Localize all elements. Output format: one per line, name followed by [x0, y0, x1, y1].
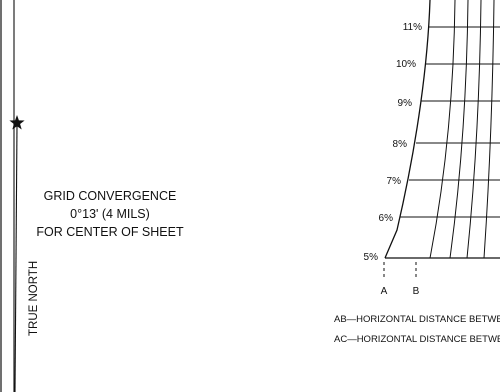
point-a-label: A	[381, 286, 388, 297]
grid-convergence-value: 0°13' (4 MILS)	[70, 207, 150, 221]
slope-guide-column	[429, 0, 456, 259]
grid-north-line	[14, 124, 18, 392]
slope-guide-column	[449, 0, 469, 259]
slope-label-6: 6%	[379, 213, 394, 224]
slope-label-5: 5%	[364, 252, 379, 263]
slope-label-8: 8%	[393, 139, 408, 150]
grid-convergence-note: FOR CENTER OF SHEET	[36, 225, 184, 239]
slope-label-7: 7%	[387, 176, 402, 187]
true-north-label: TRUE NORTH	[28, 261, 40, 336]
footnote-ab: AB—HORIZONTAL DISTANCE BETWEI	[334, 314, 500, 325]
slope-label-11: 11%	[403, 22, 422, 33]
slope-guide	[384, 0, 500, 259]
slope-label-10: 10%	[396, 59, 416, 70]
star-icon	[9, 115, 25, 130]
point-b-label: B	[413, 286, 420, 297]
slope-guide-column	[466, 0, 482, 259]
footnote-ac: AC—HORIZONTAL DISTANCE BETWEI	[334, 334, 500, 345]
slope-guide-curve	[384, 0, 431, 259]
slope-guide-column	[483, 0, 495, 259]
grid-convergence-title: GRID CONVERGENCE	[44, 189, 177, 203]
slope-label-9: 9%	[398, 98, 413, 109]
